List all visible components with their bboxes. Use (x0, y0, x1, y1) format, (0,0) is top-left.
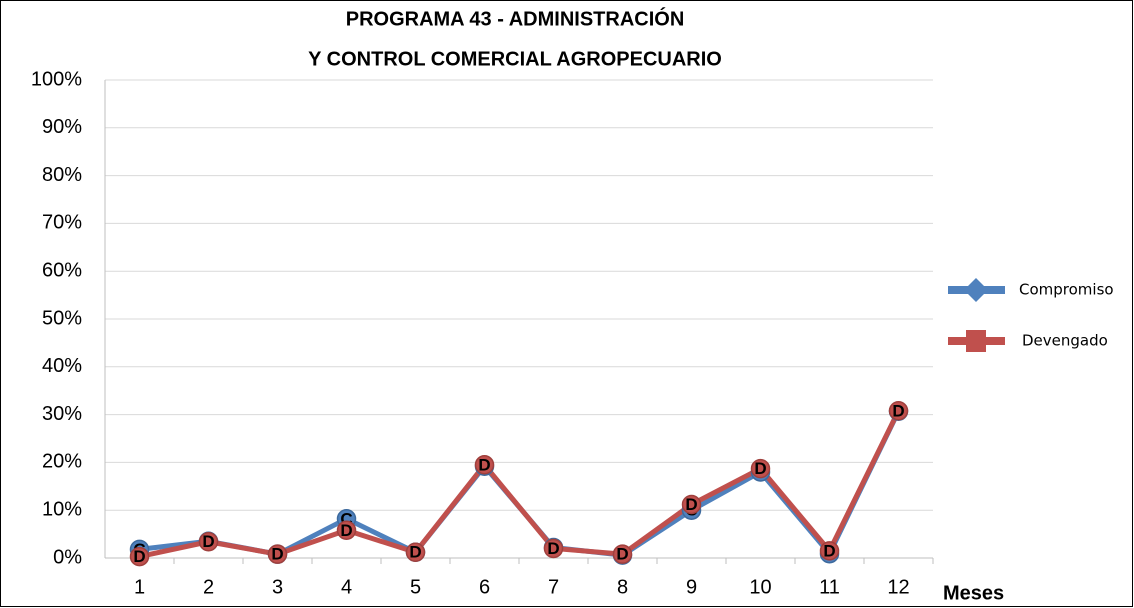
marker (129, 546, 150, 567)
point-label: D (340, 521, 352, 540)
point-label: D (409, 543, 421, 562)
legend-marker (966, 330, 986, 352)
x-tick-label: 9 (686, 576, 697, 598)
y-tick-label: 60% (42, 259, 82, 281)
x-tick-label: 5 (410, 576, 421, 598)
y-tick-label: 30% (42, 403, 82, 425)
y-tick-label: 50% (42, 307, 82, 329)
y-tick-label: 10% (42, 498, 82, 520)
marker (198, 531, 219, 552)
x-tick-label: 12 (887, 576, 909, 598)
y-tick-label: 0% (53, 546, 82, 568)
x-tick-label: 10 (749, 576, 771, 598)
marker (543, 538, 564, 559)
point-label: D (271, 545, 283, 564)
point-label: D (685, 495, 697, 514)
marker (888, 401, 909, 421)
x-tick-label: 2 (203, 576, 214, 598)
y-tick-label: 90% (42, 116, 82, 138)
marker (612, 544, 633, 564)
x-tick-label: 8 (617, 576, 628, 598)
y-tick-label: 40% (42, 355, 82, 377)
x-axis-label: Meses (943, 582, 1004, 604)
point-label: D (478, 455, 490, 474)
series-line (138, 409, 901, 560)
x-tick-label: 6 (479, 576, 490, 598)
chart-title: PROGRAMA 43 - ADMINISTRACIÓN (346, 6, 685, 30)
point-label: D (754, 459, 766, 478)
marker (405, 542, 426, 563)
chart-title: Y CONTROL COMERCIAL AGROPECUARIO (308, 48, 722, 70)
marker (336, 520, 357, 541)
x-tick-label: 11 (819, 576, 840, 598)
legend-label: Devengado (1022, 332, 1108, 350)
marker (474, 455, 495, 475)
y-tick-label: 70% (42, 212, 82, 234)
legend-marker (964, 278, 988, 302)
point-label: D (892, 401, 904, 420)
x-tick-label: 4 (341, 576, 352, 598)
marker (681, 494, 702, 515)
x-tick-label: 3 (272, 576, 283, 598)
marker (819, 541, 840, 561)
x-tick-label: 7 (548, 576, 559, 598)
y-tick-label: 80% (42, 164, 82, 186)
point-label: D (547, 539, 559, 558)
legend-label: Compromiso (1019, 281, 1114, 299)
point-label: D (823, 541, 835, 560)
point-label: D (202, 532, 214, 551)
y-tick-label: 100% (31, 68, 82, 90)
point-label: D (133, 547, 145, 566)
point-label: D (616, 545, 628, 564)
y-tick-label: 20% (42, 451, 82, 473)
marker (267, 544, 288, 564)
marker (750, 458, 771, 479)
x-tick-label: 1 (134, 576, 145, 598)
